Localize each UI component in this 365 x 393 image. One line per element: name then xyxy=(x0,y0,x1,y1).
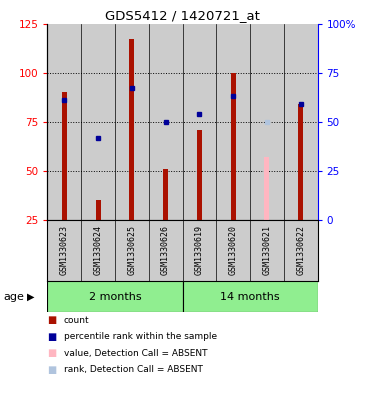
Bar xyxy=(96,200,101,220)
Title: GDS5412 / 1420721_at: GDS5412 / 1420721_at xyxy=(105,9,260,22)
Bar xyxy=(182,220,216,281)
Bar xyxy=(197,130,202,220)
Text: rank, Detection Call = ABSENT: rank, Detection Call = ABSENT xyxy=(64,365,203,374)
Bar xyxy=(284,24,318,220)
Text: ▶: ▶ xyxy=(27,292,34,302)
Bar xyxy=(298,104,303,220)
Bar xyxy=(115,220,149,281)
Bar xyxy=(182,281,318,312)
Bar xyxy=(115,24,149,220)
Bar xyxy=(216,220,250,281)
Bar xyxy=(149,24,182,220)
Text: GSM1330626: GSM1330626 xyxy=(161,225,170,275)
Bar xyxy=(47,24,81,220)
Text: GSM1330621: GSM1330621 xyxy=(262,225,272,275)
Bar xyxy=(250,220,284,281)
Bar xyxy=(284,220,318,281)
Text: count: count xyxy=(64,316,89,325)
Text: percentile rank within the sample: percentile rank within the sample xyxy=(64,332,217,341)
Text: ■: ■ xyxy=(47,348,57,358)
Bar xyxy=(47,220,81,281)
Bar xyxy=(231,73,236,220)
Text: 2 months: 2 months xyxy=(89,292,141,302)
Text: GSM1330624: GSM1330624 xyxy=(93,225,103,275)
Text: GSM1330623: GSM1330623 xyxy=(60,225,69,275)
Text: GSM1330620: GSM1330620 xyxy=(228,225,238,275)
Bar xyxy=(182,24,216,220)
Text: 14 months: 14 months xyxy=(220,292,280,302)
Text: GSM1330619: GSM1330619 xyxy=(195,225,204,275)
Text: age: age xyxy=(4,292,24,302)
Bar xyxy=(149,220,182,281)
Bar xyxy=(81,220,115,281)
Bar xyxy=(216,24,250,220)
Bar xyxy=(163,169,168,220)
Text: GSM1330625: GSM1330625 xyxy=(127,225,137,275)
Text: ■: ■ xyxy=(47,315,57,325)
Text: GSM1330622: GSM1330622 xyxy=(296,225,305,275)
Bar xyxy=(62,92,67,220)
Text: ■: ■ xyxy=(47,365,57,375)
Bar xyxy=(264,157,269,220)
Text: ■: ■ xyxy=(47,332,57,342)
Bar xyxy=(129,39,134,220)
Bar xyxy=(47,281,182,312)
Bar xyxy=(81,24,115,220)
Bar xyxy=(250,24,284,220)
Text: value, Detection Call = ABSENT: value, Detection Call = ABSENT xyxy=(64,349,207,358)
